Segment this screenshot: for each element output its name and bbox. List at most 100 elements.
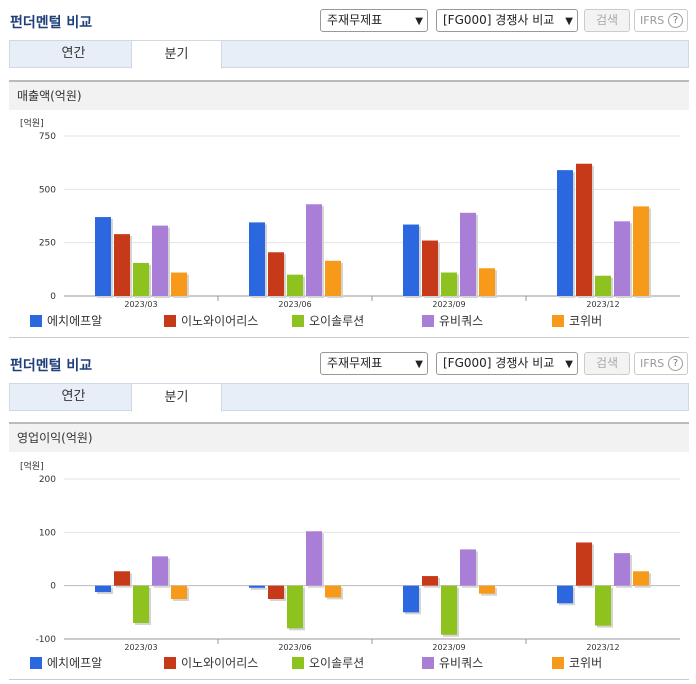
comparison-group-value: [FG000] 경쟁사 비교 (443, 356, 555, 370)
legend-label: 이노와이어리스 (181, 656, 259, 670)
tab-annual[interactable]: 연간 (61, 46, 86, 61)
legend-item[interactable]: 코위버 (552, 655, 602, 671)
bar (576, 542, 592, 586)
legend-swatch (164, 315, 176, 327)
x-tick-label: 2023/09 (432, 300, 465, 309)
fundamental-section-operating-income: 펀더멘털 비교 주재무제표 ▼ [FG000] 경쟁사 비교 ▼ 검색 IFRS… (0, 343, 696, 684)
bar (576, 163, 592, 296)
bar (633, 206, 649, 296)
fundamental-section-revenue: 펀더멘털 비교 주재무제표 ▼ [FG000] 경쟁사 비교 ▼ 검색 IFRS… (0, 0, 696, 338)
help-icon[interactable]: ? (668, 356, 683, 371)
chevron-down-icon: ▼ (565, 16, 573, 27)
bar (268, 585, 284, 599)
y-tick-label: 0 (50, 582, 56, 592)
x-tick-label: 2023/09 (432, 643, 465, 652)
legend-label: 오이솔루션 (309, 314, 365, 328)
ifrs-button[interactable]: IFRS ? (634, 352, 688, 375)
bar (614, 221, 630, 296)
chevron-down-icon: ▼ (415, 359, 423, 370)
bar (114, 234, 130, 296)
bar (95, 217, 111, 296)
legend-item[interactable]: 유비쿼스 (422, 655, 483, 671)
search-button[interactable]: 검색 (584, 9, 630, 32)
legend-swatch (164, 657, 176, 669)
bar (441, 272, 457, 296)
bar (325, 585, 341, 598)
bar (171, 272, 187, 296)
search-button[interactable]: 검색 (584, 352, 630, 375)
comparison-group-value: [FG000] 경쟁사 비교 (443, 13, 555, 27)
comparison-group-select[interactable]: [FG000] 경쟁사 비교 ▼ (436, 352, 578, 375)
y-tick-label: 0 (50, 292, 56, 302)
legend-label: 에치에프알 (47, 656, 103, 670)
bar (479, 585, 495, 594)
section-header: 펀더멘털 비교 주재무제표 ▼ [FG000] 경쟁사 비교 ▼ 검색 IFRS… (0, 0, 696, 40)
statement-type-select[interactable]: 주재무제표 ▼ (320, 352, 428, 375)
bar (557, 585, 573, 604)
section-title: 펀더멘털 비교 (10, 15, 93, 31)
help-icon[interactable]: ? (668, 13, 683, 28)
legend-item[interactable]: 유비쿼스 (422, 313, 483, 329)
legend-item[interactable]: 이노와이어리스 (164, 313, 258, 329)
section-divider (9, 679, 689, 680)
legend-swatch (292, 315, 304, 327)
bar-shadow (251, 587, 267, 590)
bar (171, 585, 187, 599)
chevron-down-icon: ▼ (565, 359, 573, 370)
chart-legend: 에치에프알 이노와이어리스 오이솔루션 유비쿼스 코위버 (30, 655, 690, 671)
chart-subheading: 매출액(억원) (9, 80, 689, 110)
legend-swatch (422, 657, 434, 669)
statement-type-select[interactable]: 주재무제표 ▼ (320, 9, 428, 32)
unit-label: [억원] (20, 460, 44, 472)
bar (633, 571, 649, 586)
legend-item[interactable]: 코위버 (552, 313, 602, 329)
legend-item[interactable]: 오이솔루션 (292, 655, 364, 671)
legend-item[interactable]: 에치에프알 (30, 313, 102, 329)
legend-swatch (30, 315, 42, 327)
x-tick-label: 2023/03 (124, 643, 157, 652)
x-tick-label: 2023/06 (278, 300, 311, 309)
operating-income-bar-chart: [억원] -100 0 100 200 2023/03 2023/06 2023/09 2023… (20, 460, 680, 652)
bar (306, 204, 322, 296)
legend-item[interactable]: 에치에프알 (30, 655, 102, 671)
legend-label: 코위버 (569, 656, 603, 670)
chevron-down-icon: ▼ (415, 16, 423, 27)
bar (268, 252, 284, 296)
section-title: 펀더멘털 비교 (10, 358, 93, 374)
section-header: 펀더멘털 비교 주재무제표 ▼ [FG000] 경쟁사 비교 ▼ 검색 IFRS… (0, 343, 696, 383)
legend-item[interactable]: 이노와이어리스 (164, 655, 258, 671)
period-tabs: 연간 분기 (9, 40, 689, 69)
chart-subheading: 영업이익(억원) (9, 422, 689, 452)
legend-swatch (552, 657, 564, 669)
bar (479, 268, 495, 296)
legend-swatch (30, 657, 42, 669)
comparison-group-select[interactable]: [FG000] 경쟁사 비교 ▼ (436, 9, 578, 32)
bar (557, 170, 573, 296)
legend-label: 오이솔루션 (309, 656, 365, 670)
statement-type-value: 주재무제표 (327, 13, 383, 27)
bar (287, 274, 303, 296)
x-tick-label: 2023/12 (586, 643, 619, 652)
bar (403, 224, 419, 296)
tab-annual[interactable]: 연간 (61, 389, 86, 404)
revenue-bar-chart: [억원] 0 250 500 750 2023/03 2023/06 2023/09 2023/… (20, 117, 680, 309)
unit-label: [억원] (20, 117, 44, 129)
bar (249, 222, 265, 296)
legend-item[interactable]: 오이솔루션 (292, 313, 364, 329)
tab-quarterly[interactable]: 분기 (131, 40, 222, 69)
bar (133, 262, 149, 296)
x-tick-label: 2023/12 (586, 300, 619, 309)
legend-label: 에치에프알 (47, 314, 103, 328)
bar (422, 576, 438, 586)
tab-quarterly[interactable]: 분기 (131, 383, 222, 412)
y-tick-label: 100 (39, 528, 56, 538)
bar (614, 553, 630, 586)
legend-swatch (292, 657, 304, 669)
ifrs-button[interactable]: IFRS ? (634, 9, 688, 32)
bar (95, 585, 111, 593)
legend-swatch (552, 315, 564, 327)
x-tick-label: 2023/06 (278, 643, 311, 652)
y-tick-label: -100 (36, 635, 57, 645)
section-divider (9, 337, 689, 338)
bar (152, 225, 168, 296)
